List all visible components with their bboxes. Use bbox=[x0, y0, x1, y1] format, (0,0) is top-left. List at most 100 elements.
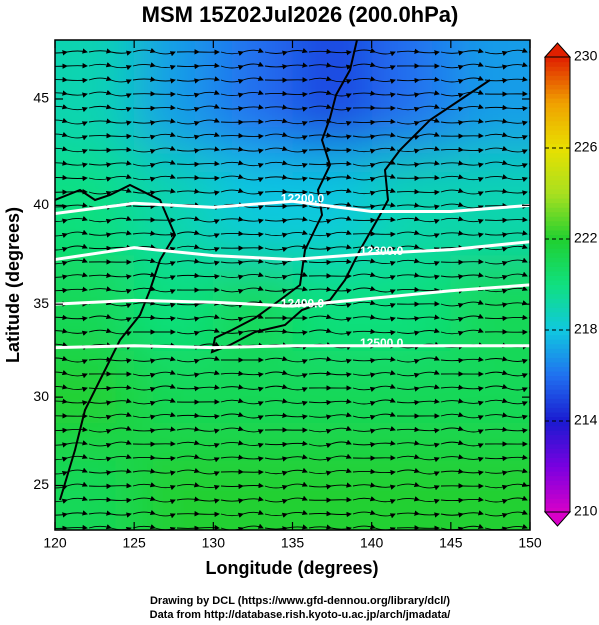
colorbar-segment bbox=[545, 434, 570, 440]
streamline bbox=[484, 47, 528, 56]
streamline bbox=[352, 509, 396, 519]
field-cell bbox=[55, 441, 136, 530]
streamline bbox=[55, 510, 88, 518]
colorbar-segment bbox=[545, 129, 570, 135]
streamline bbox=[264, 160, 308, 169]
streamline bbox=[132, 356, 176, 364]
colorbar-extend bbox=[543, 42, 572, 58]
x-tick-label: 130 bbox=[202, 535, 226, 551]
colorbar-segment bbox=[545, 93, 570, 99]
streamline bbox=[352, 61, 396, 71]
streamline bbox=[484, 216, 528, 224]
streamline bbox=[220, 187, 264, 197]
streamline bbox=[88, 89, 132, 99]
streamline bbox=[132, 118, 176, 126]
colorbar-segment bbox=[545, 380, 570, 386]
streamline bbox=[440, 496, 484, 504]
streamline bbox=[55, 426, 88, 434]
streamline bbox=[484, 145, 528, 155]
colorbar-segment bbox=[545, 361, 570, 367]
colorbar-segment bbox=[545, 334, 570, 340]
streamline bbox=[484, 243, 528, 252]
colorbar-segment bbox=[545, 97, 570, 104]
streamline bbox=[440, 259, 484, 265]
chart-title: MSM 15Z02Jul2026 (200.0hPa) bbox=[142, 2, 459, 27]
streamline bbox=[352, 76, 396, 84]
streamline bbox=[132, 62, 176, 71]
streamline bbox=[220, 496, 264, 504]
streamline bbox=[352, 244, 396, 252]
streamline bbox=[396, 76, 440, 84]
streamline bbox=[352, 173, 396, 183]
colorbar-segment bbox=[545, 57, 570, 63]
streamline bbox=[440, 174, 484, 183]
streamline bbox=[484, 188, 528, 196]
streamline bbox=[264, 369, 308, 379]
streamline bbox=[396, 160, 440, 168]
streamline bbox=[132, 468, 176, 476]
streamline bbox=[528, 527, 530, 529]
streamline bbox=[396, 496, 440, 505]
streamline bbox=[176, 327, 220, 336]
streamline bbox=[55, 104, 88, 113]
colorbar-segment bbox=[545, 384, 570, 390]
colorbar-segment bbox=[545, 416, 570, 422]
streamline bbox=[132, 397, 176, 407]
streamline bbox=[132, 314, 176, 322]
streamline bbox=[132, 173, 176, 182]
streamline bbox=[352, 397, 396, 407]
streamline bbox=[88, 482, 132, 489]
colorbar-segment bbox=[545, 316, 570, 322]
streamline bbox=[308, 62, 352, 70]
streamline bbox=[88, 173, 132, 182]
streamline bbox=[220, 160, 264, 169]
x-tick-label: 120 bbox=[43, 535, 67, 551]
streamline bbox=[264, 257, 308, 267]
contours: 12200.0 12300.0 12400.0 12500.0 bbox=[55, 191, 530, 350]
streamline bbox=[352, 356, 396, 364]
streamline bbox=[396, 90, 440, 98]
colorbar-segment bbox=[545, 161, 570, 167]
colorbar-segment bbox=[545, 298, 570, 304]
colorbar-segment bbox=[545, 502, 570, 509]
colorbar-segment bbox=[545, 398, 570, 404]
streamline bbox=[440, 118, 484, 126]
streamline bbox=[264, 202, 308, 209]
colorbar-extend bbox=[543, 511, 572, 527]
colorbar-segment bbox=[545, 138, 570, 145]
streamline bbox=[264, 118, 308, 127]
streamline bbox=[88, 146, 132, 153]
streamline bbox=[176, 258, 220, 266]
streamline bbox=[132, 230, 176, 238]
streamline bbox=[55, 174, 88, 182]
streamline bbox=[396, 481, 440, 491]
colorbar: 210 214 218 222 226 230 bbox=[543, 42, 598, 527]
streamline bbox=[132, 426, 176, 434]
streamline bbox=[264, 90, 308, 98]
streamline bbox=[264, 481, 308, 491]
streamline bbox=[308, 118, 352, 127]
streamline bbox=[220, 272, 264, 280]
streamline bbox=[132, 188, 176, 196]
colorbar-segment bbox=[545, 116, 570, 122]
streamline bbox=[440, 187, 484, 197]
streamline bbox=[176, 272, 220, 280]
streamline bbox=[484, 285, 528, 294]
colorbar-segment bbox=[545, 88, 570, 94]
colorbar-segment bbox=[545, 452, 570, 458]
streamline bbox=[484, 132, 528, 141]
colorbar-segment bbox=[545, 239, 570, 245]
streamline bbox=[484, 271, 528, 281]
streamline bbox=[220, 75, 264, 85]
colorbar-tick-label: 222 bbox=[574, 230, 598, 246]
streamline bbox=[440, 439, 484, 449]
streamline bbox=[132, 482, 176, 491]
streamline bbox=[264, 48, 308, 56]
streamline bbox=[396, 216, 440, 225]
streamline bbox=[220, 118, 264, 125]
streamline bbox=[308, 89, 352, 99]
streamline bbox=[440, 510, 484, 518]
streamline bbox=[264, 131, 308, 141]
y-tick-label: 25 bbox=[33, 476, 49, 492]
streamline bbox=[308, 244, 352, 252]
